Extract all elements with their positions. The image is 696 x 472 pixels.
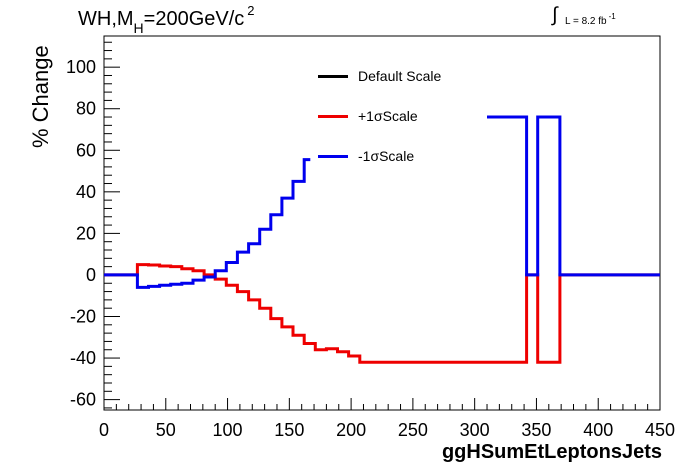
tick-labels: 0 50 100 150 200 250 300 350 400 450 -60 -40 -20 0 20 4… <box>66 57 675 440</box>
x-tick-label: 250 <box>398 420 428 440</box>
x-tick-label: 400 <box>583 420 613 440</box>
series-line-1-seg-0 <box>104 263 660 364</box>
y-tick-label: 0 <box>86 265 96 285</box>
plot-frame <box>103 35 661 411</box>
chart-title: WH,MH=200GeV/c 2 <box>78 3 255 36</box>
y-axis-label: % Change <box>28 45 53 148</box>
x-tick-label: 150 <box>274 420 304 440</box>
legend: Default Scale +1σScale -1σScale <box>318 56 478 176</box>
series-line-2-seg-0 <box>104 158 311 289</box>
y-tick-label: 100 <box>66 57 96 77</box>
x-tick-label: 300 <box>460 420 490 440</box>
legend-item-minus-sigma: -1σScale <box>318 136 478 176</box>
x-tick-label: 350 <box>521 420 551 440</box>
series-lines <box>104 115 660 364</box>
legend-swatch <box>318 114 348 118</box>
x-axis-label: ggHSumEtLeptonsJets <box>441 441 662 463</box>
x-tick-label: 450 <box>645 420 675 440</box>
legend-swatch <box>318 154 348 158</box>
x-tick-label: 0 <box>99 420 109 440</box>
legend-label: Default Scale <box>358 68 442 84</box>
y-tick-label: 40 <box>76 182 96 202</box>
y-tick-label: -20 <box>70 307 96 327</box>
y-tick-label: -40 <box>70 348 96 368</box>
series-line-2-seg-1 <box>487 115 660 277</box>
x-tick-label: 50 <box>156 420 176 440</box>
legend-item-default-scale: Default Scale <box>318 56 478 96</box>
legend-label: +1σScale <box>358 108 418 124</box>
x-tick-label: 200 <box>336 420 366 440</box>
y-tick-label: 20 <box>76 223 96 243</box>
luminosity-label: ∫ L = 8.2 fb -1 <box>552 4 616 27</box>
y-tick-label: 80 <box>76 99 96 119</box>
legend-label: -1σScale <box>358 148 415 164</box>
y-tick-label: -60 <box>70 390 96 410</box>
legend-item-plus-sigma: +1σScale <box>318 96 478 136</box>
y-tick-label: 60 <box>76 140 96 160</box>
x-tick-label: 100 <box>213 420 243 440</box>
legend-swatch <box>318 74 348 78</box>
